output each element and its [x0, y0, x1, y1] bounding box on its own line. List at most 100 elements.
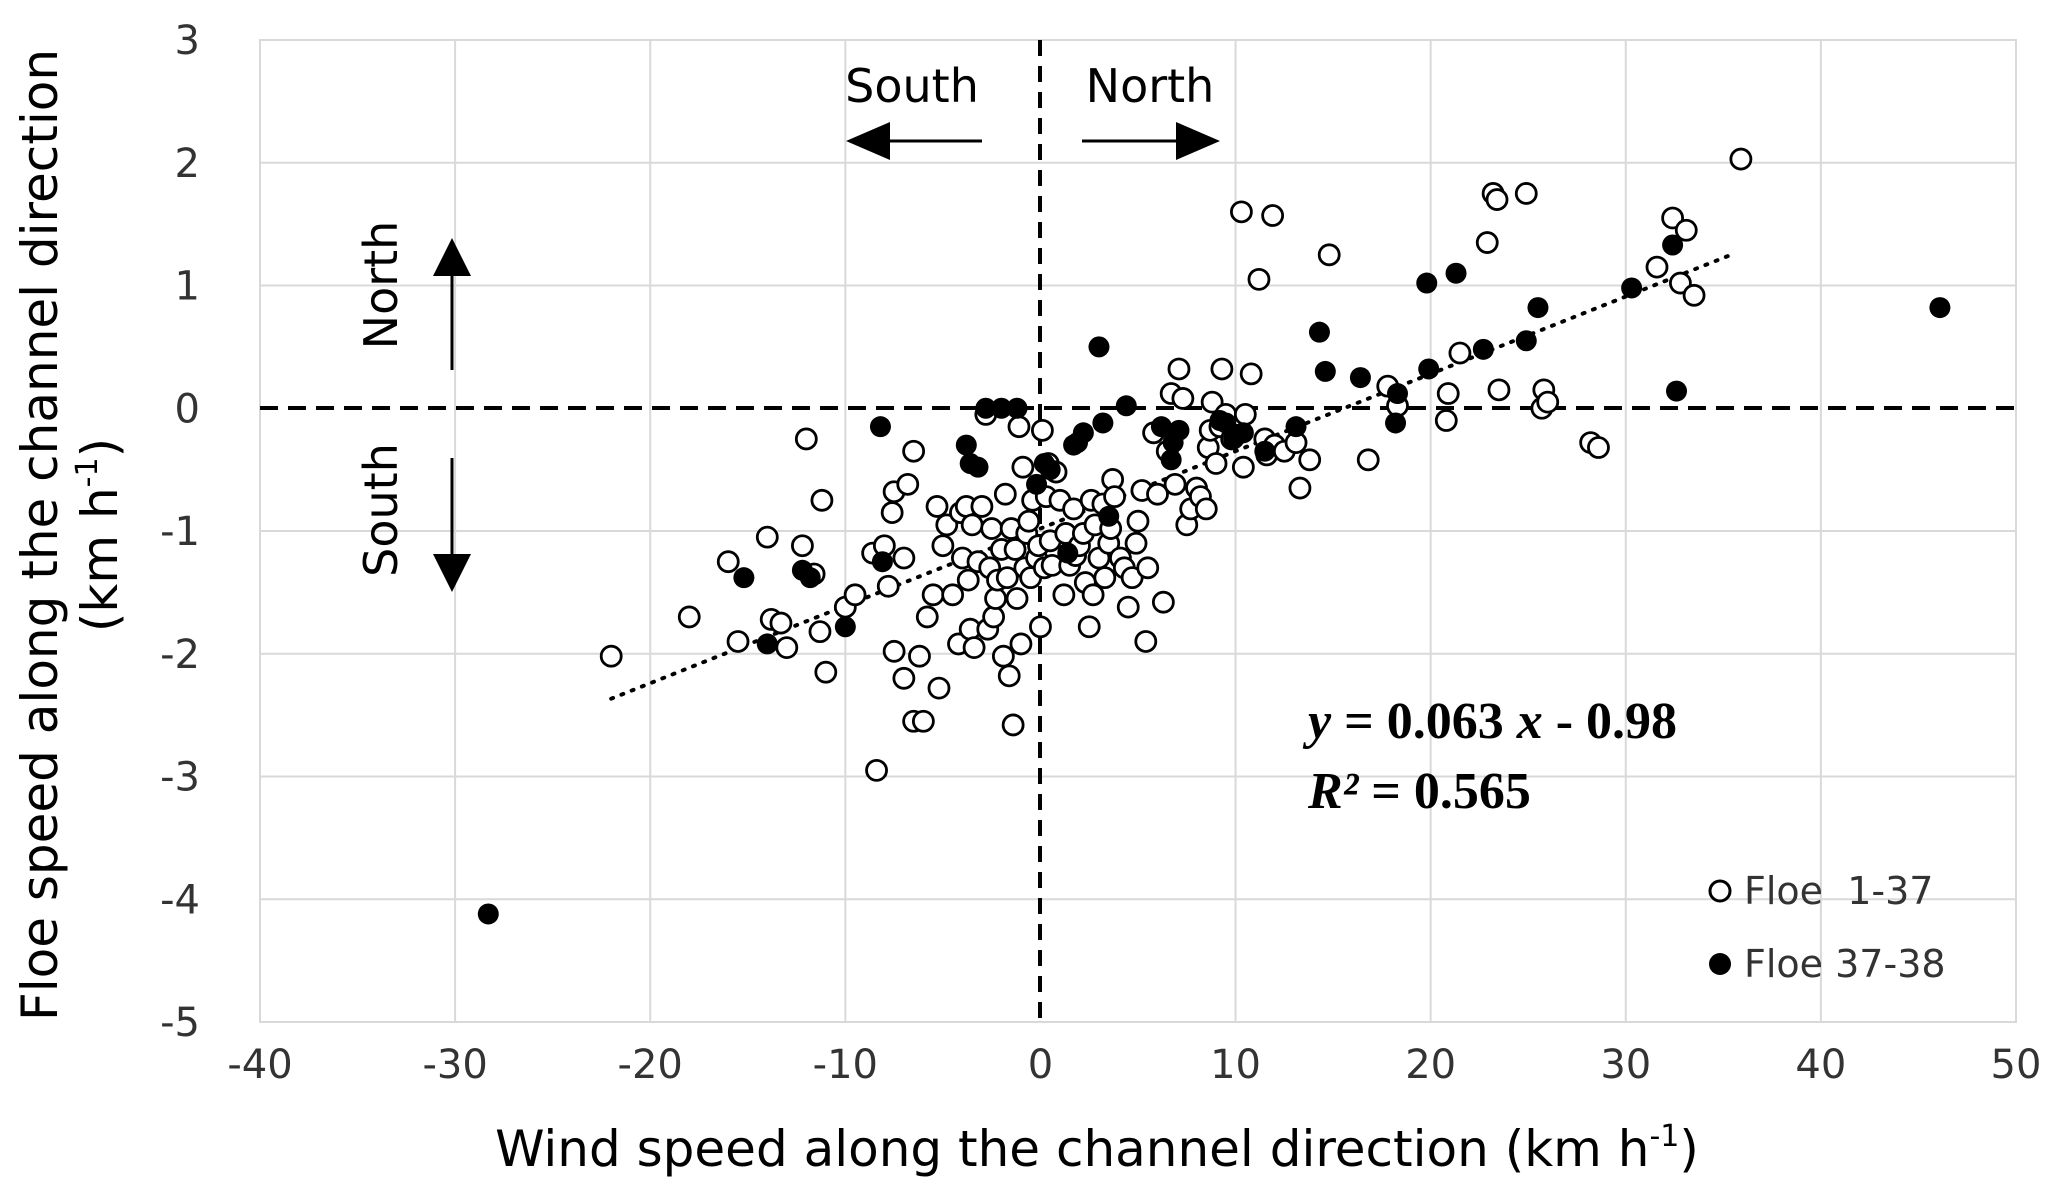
y-tick-label: -5: [160, 1000, 200, 1046]
data-point-open: [962, 636, 986, 660]
data-point-open: [941, 583, 965, 607]
data-point-open: [769, 611, 793, 635]
y-axis-title-line1: Floe speed along the channel direction: [11, 49, 69, 1021]
data-point-open: [1210, 357, 1234, 381]
y-tick-label: 0: [175, 386, 200, 432]
data-point-filled: [1662, 234, 1684, 256]
data-point-filled: [1349, 367, 1371, 389]
data-point-open: [921, 583, 945, 607]
data-point-open: [1103, 485, 1126, 509]
data-point-filled: [756, 633, 778, 655]
data-point-open: [1134, 630, 1158, 653]
x-tick-label: -40: [227, 1042, 292, 1088]
data-point-open: [1485, 188, 1509, 211]
data-point-filled: [1088, 336, 1110, 358]
data-point-filled: [869, 416, 891, 438]
data-point-open: [1587, 436, 1610, 459]
data-point-filled: [1026, 473, 1048, 495]
data-point-filled: [871, 551, 893, 573]
x-positive-direction-label: North: [1086, 59, 1215, 113]
data-point-filled: [733, 567, 755, 589]
data-point-open: [982, 605, 1006, 629]
y-negative-direction-label: South: [354, 443, 408, 577]
data-point-open: [1116, 595, 1140, 619]
data-point-open: [1077, 615, 1101, 639]
data-point-open: [1204, 452, 1228, 475]
data-point-open: [775, 636, 799, 660]
series-floe-37-38: [477, 234, 1951, 925]
data-point-open: [915, 605, 939, 629]
arrow-up-icon: [433, 238, 471, 370]
data-point-open: [726, 630, 750, 653]
data-point-open: [896, 472, 920, 496]
data-point-open: [1146, 482, 1169, 506]
legend-label-floe-37-38: Floe 37-38: [1744, 942, 1946, 986]
data-point-open: [1645, 255, 1669, 279]
data-point-open: [980, 517, 1004, 540]
legend-filled-circle-icon: [1709, 953, 1731, 975]
data-point-filled: [1527, 297, 1549, 319]
x-axis-title: Wind speed along the channel direction (…: [495, 1119, 1699, 1178]
data-point-filled: [1039, 459, 1061, 481]
data-point-filled: [1386, 383, 1408, 405]
x-tick-label: -30: [422, 1042, 487, 1088]
data-point-filled: [1215, 412, 1237, 434]
data-point-open: [1003, 538, 1027, 561]
data-point-open: [1052, 583, 1076, 607]
x-tick-label: 30: [1600, 1042, 1651, 1088]
data-point-open: [1298, 448, 1322, 472]
data-point-filled: [1168, 419, 1190, 441]
data-point-filled: [1621, 277, 1643, 299]
data-point-open: [1729, 147, 1753, 171]
data-point-open: [1233, 402, 1257, 426]
data-point-open: [1171, 387, 1195, 410]
data-point-open: [1230, 200, 1253, 224]
data-point-open: [1356, 448, 1380, 472]
data-point-filled: [1515, 330, 1537, 352]
data-point-filled: [799, 567, 821, 589]
data-point-open: [1062, 497, 1086, 521]
data-point-open: [1231, 455, 1255, 479]
r-squared-label: R² = 0.565: [1307, 763, 1531, 820]
data-point-filled: [1150, 416, 1172, 438]
data-point-filled: [1445, 262, 1467, 284]
data-point-open: [791, 534, 814, 558]
data-point-filled: [1929, 297, 1951, 319]
data-point-filled: [990, 397, 1012, 419]
x-tick-label: 10: [1210, 1042, 1261, 1088]
data-point-open: [1674, 218, 1698, 242]
data-point-filled: [955, 434, 977, 456]
data-point-open: [810, 488, 834, 512]
data-point-open: [1194, 497, 1218, 521]
data-point-open: [814, 660, 838, 684]
data-point-open: [931, 534, 955, 558]
y-tick-label: -1: [160, 509, 200, 555]
data-point-open: [1029, 615, 1052, 639]
data-point-open: [677, 605, 701, 629]
data-point-open: [991, 644, 1015, 668]
data-point-open: [1239, 362, 1263, 386]
y-tick-label: -3: [160, 755, 200, 801]
data-point-open: [1009, 632, 1033, 656]
data-point-open: [1151, 590, 1175, 614]
data-point-open: [927, 676, 951, 700]
data-point-filled: [975, 397, 997, 419]
data-point-filled: [834, 616, 856, 638]
data-point-filled: [1254, 440, 1276, 462]
legend: Floe 1-37 Floe 37-38: [1708, 869, 1946, 986]
data-point-open: [892, 666, 916, 690]
arrow-right-icon: [1082, 122, 1220, 160]
data-point-open: [1487, 378, 1511, 402]
x-tick-label: 20: [1405, 1042, 1456, 1088]
data-point-open: [1017, 509, 1041, 533]
x-tick-label: 40: [1795, 1042, 1846, 1088]
data-point-open: [755, 525, 779, 549]
data-point-open: [1007, 415, 1031, 439]
data-point-open: [1011, 455, 1035, 479]
data-point-open: [1288, 476, 1312, 500]
data-point-open: [1005, 587, 1029, 610]
y-positive-direction-label: North: [354, 221, 408, 350]
data-point-open: [880, 501, 904, 524]
data-point-open: [984, 587, 1007, 610]
data-point-open: [1126, 509, 1150, 533]
